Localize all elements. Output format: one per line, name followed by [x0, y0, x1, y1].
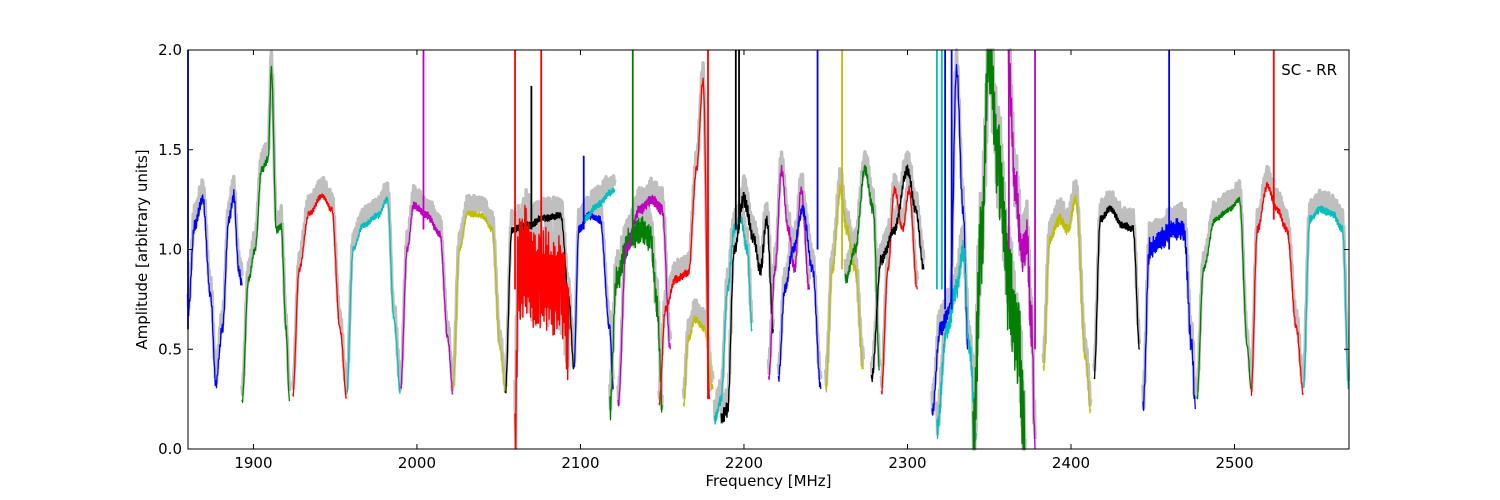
background-series-6: [451, 193, 507, 387]
background-series-1: [186, 174, 244, 385]
series-line-18: [777, 204, 822, 390]
background-series-28: [1092, 190, 1142, 372]
series-line-11: [609, 216, 663, 421]
series-line-5: [399, 201, 454, 395]
y-tick-label: 0.0: [158, 440, 182, 458]
series-line-2: [241, 65, 291, 404]
series-line-3: [292, 193, 348, 399]
series-line-12: [617, 194, 672, 407]
series-line-10: [583, 187, 616, 223]
series-line-21: [880, 185, 918, 395]
background-series-32: [1301, 188, 1351, 383]
series-line-6: [452, 210, 506, 394]
series-line-32: [1303, 205, 1350, 390]
series-line-15: [713, 214, 753, 425]
background-series-27: [1041, 179, 1093, 407]
background-series-3: [290, 175, 349, 396]
series-line-13: [658, 77, 711, 406]
x-tick-label: 2300: [888, 454, 926, 472]
series-line-30: [1196, 196, 1252, 400]
series-line-28: [1093, 205, 1141, 380]
series-line-16: [720, 191, 775, 423]
x-tick-label: 2200: [725, 454, 763, 472]
background-series-31: [1249, 164, 1305, 393]
series-line-25: [972, 49, 1026, 450]
y-axis-title: Amplitude [arbitrary units]: [133, 149, 151, 349]
series-line-1: [187, 189, 243, 389]
series-line-17: [767, 164, 811, 381]
panel-annotation: SC - RR: [1281, 61, 1337, 79]
y-axis-ticks: 0.0 0.5 1.0 1.5 2.0: [158, 41, 1349, 458]
background-series-2: [240, 50, 292, 396]
y-tick-label: 0.5: [158, 340, 182, 358]
x-tick-label: 1900: [234, 454, 272, 472]
series-line-26: [1008, 57, 1036, 450]
x-tick-label: 2000: [398, 454, 436, 472]
y-tick-label: 1.5: [158, 141, 182, 159]
series-layer: [187, 49, 1350, 450]
series-line-19: [825, 184, 864, 393]
series-line-23: [931, 64, 969, 416]
series-line-24: [936, 239, 977, 442]
spike-layer: [187, 50, 1275, 400]
background-series-30: [1195, 179, 1253, 393]
x-tick-label: 2500: [1215, 454, 1253, 472]
series-line-4: [346, 196, 401, 394]
series-line-7: [504, 211, 575, 394]
x-axis-title: Frequency [MHz]: [705, 472, 831, 490]
series-line-31: [1250, 181, 1304, 397]
x-tick-label: 2100: [561, 454, 599, 472]
series-line-20: [844, 164, 881, 371]
x-axis-ticks: 1900 2000 2100 2200 2300 2400 2500: [234, 50, 1254, 472]
y-tick-label: 1.0: [158, 241, 182, 259]
background-series-4: [344, 181, 403, 392]
series-line-9: [573, 211, 614, 390]
background-series-10: [581, 174, 617, 216]
series-line-22: [870, 164, 925, 383]
y-tick-label: 2.0: [158, 41, 182, 59]
x-tick-label: 2400: [1052, 454, 1090, 472]
series-line-27: [1042, 194, 1092, 414]
